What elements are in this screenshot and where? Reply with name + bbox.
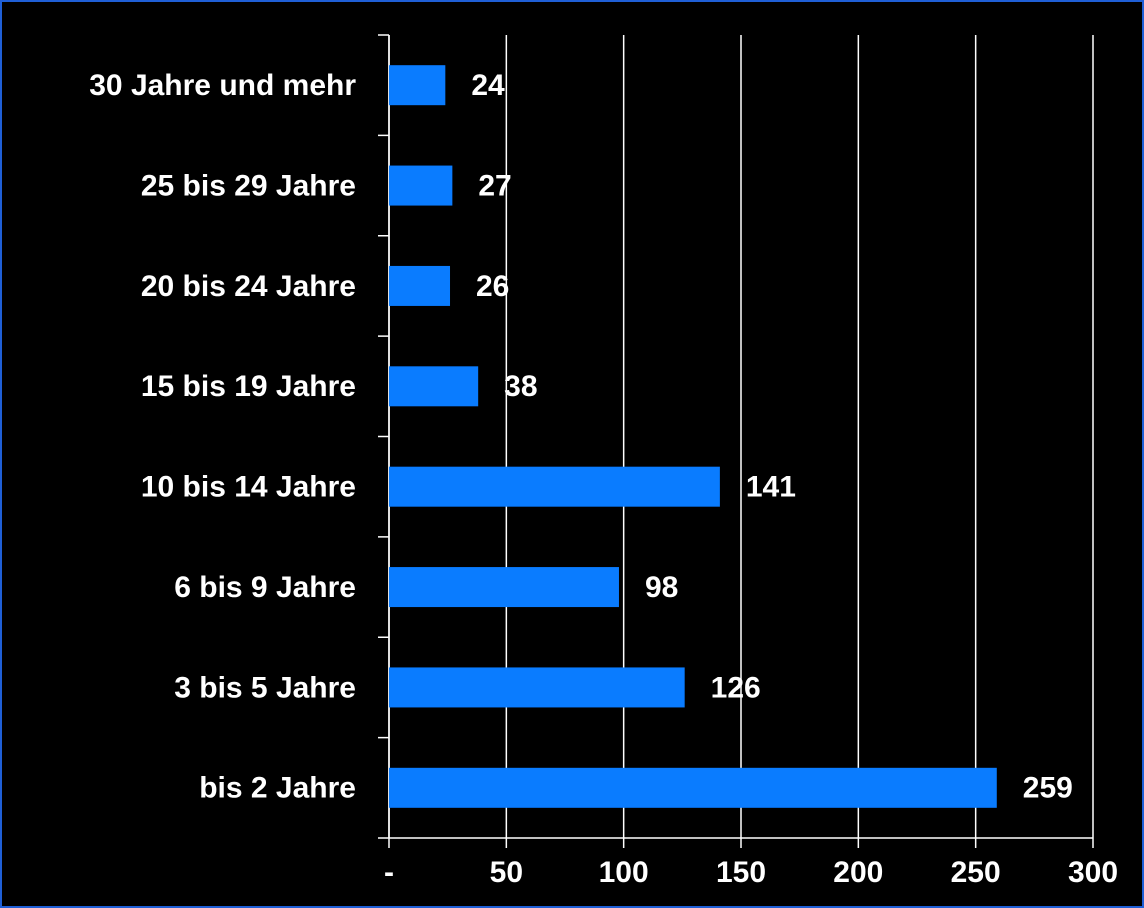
x-tick-label: - xyxy=(384,856,394,889)
y-tick-label: 6 bis 9 Jahre xyxy=(174,571,356,604)
value-label: 24 xyxy=(471,69,505,102)
y-tick-label: 25 bis 29 Jahre xyxy=(141,169,356,202)
bar xyxy=(389,366,479,407)
value-label: 259 xyxy=(1023,772,1073,805)
bar xyxy=(389,165,453,206)
bar xyxy=(389,65,446,106)
y-tick-label: 20 bis 24 Jahre xyxy=(141,270,356,303)
bar xyxy=(389,466,720,507)
y-tick-label: 10 bis 14 Jahre xyxy=(141,471,356,504)
x-tick-label: 150 xyxy=(716,856,766,889)
value-label: 26 xyxy=(476,270,509,303)
bar xyxy=(389,767,997,808)
x-tick-label: 300 xyxy=(1068,856,1118,889)
x-tick-label: 100 xyxy=(599,856,649,889)
value-label: 27 xyxy=(478,169,511,202)
value-label: 141 xyxy=(746,471,796,504)
x-tick-label: 200 xyxy=(833,856,883,889)
value-label: 98 xyxy=(645,571,678,604)
y-tick-label: 3 bis 5 Jahre xyxy=(174,671,356,704)
bar xyxy=(389,567,619,608)
x-tick-label: 50 xyxy=(490,856,523,889)
bar xyxy=(389,265,451,306)
value-label: 126 xyxy=(711,671,761,704)
y-tick-label: 30 Jahre und mehr xyxy=(89,69,356,102)
y-tick-label: bis 2 Jahre xyxy=(199,772,356,805)
value-label: 38 xyxy=(504,370,537,403)
bar xyxy=(389,667,685,708)
x-tick-label: 250 xyxy=(951,856,1001,889)
y-tick-label: 15 bis 19 Jahre xyxy=(141,370,356,403)
